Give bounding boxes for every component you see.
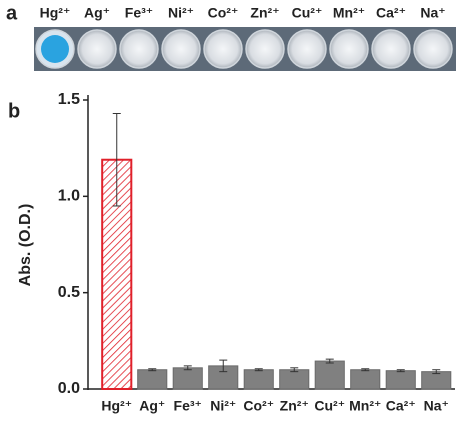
well-label: Cu²⁺ <box>292 5 323 21</box>
bar <box>421 371 452 390</box>
well-label: Hg²⁺ <box>40 5 71 21</box>
x-tick-label: Cu²⁺ <box>314 398 345 414</box>
y-tick-label: 0.0 <box>58 380 80 397</box>
well-label: Co²⁺ <box>208 5 239 21</box>
well <box>77 29 117 69</box>
x-tick-label: Ni²⁺ <box>210 398 236 414</box>
well-label: Fe³⁺ <box>125 5 153 21</box>
well <box>119 29 159 69</box>
wells <box>35 29 453 69</box>
bar <box>172 367 203 390</box>
well-label: Na⁺ <box>420 5 445 21</box>
bar <box>243 369 274 390</box>
well-label: Ca²⁺ <box>376 5 406 21</box>
bar <box>137 369 168 390</box>
well <box>161 29 201 69</box>
well <box>413 29 453 69</box>
well <box>371 29 411 69</box>
x-tick-label: Ca²⁺ <box>386 398 416 414</box>
y-tick-label: 1.5 <box>58 91 80 108</box>
well <box>287 29 327 69</box>
y-axis-label: Abs. (O.D.) <box>17 204 34 287</box>
bar <box>314 360 345 390</box>
x-tick-label: Ag⁺ <box>139 398 165 414</box>
panel-label: b <box>8 100 20 122</box>
y-tick-label: 1.0 <box>58 188 80 205</box>
well-label: Mn²⁺ <box>333 5 365 21</box>
x-tick-label: Mn²⁺ <box>349 398 381 414</box>
y-tick-label: 0.5 <box>58 284 80 301</box>
well-content <box>41 35 69 63</box>
well-label: Zn²⁺ <box>250 5 279 21</box>
bar <box>350 369 381 390</box>
well <box>203 29 243 69</box>
bar <box>385 370 416 390</box>
x-tick-label: Na⁺ <box>424 398 449 414</box>
well <box>329 29 369 69</box>
x-tick-label: Co²⁺ <box>243 398 274 414</box>
well-label: Ag⁺ <box>84 5 110 21</box>
panel-label: a <box>6 2 18 24</box>
bar <box>279 369 310 390</box>
x-tick-label: Hg²⁺ <box>101 398 132 414</box>
x-tick-label: Zn²⁺ <box>280 398 309 414</box>
well <box>245 29 285 69</box>
x-tick-label: Fe³⁺ <box>174 398 202 414</box>
well-label: Ni²⁺ <box>168 5 194 21</box>
